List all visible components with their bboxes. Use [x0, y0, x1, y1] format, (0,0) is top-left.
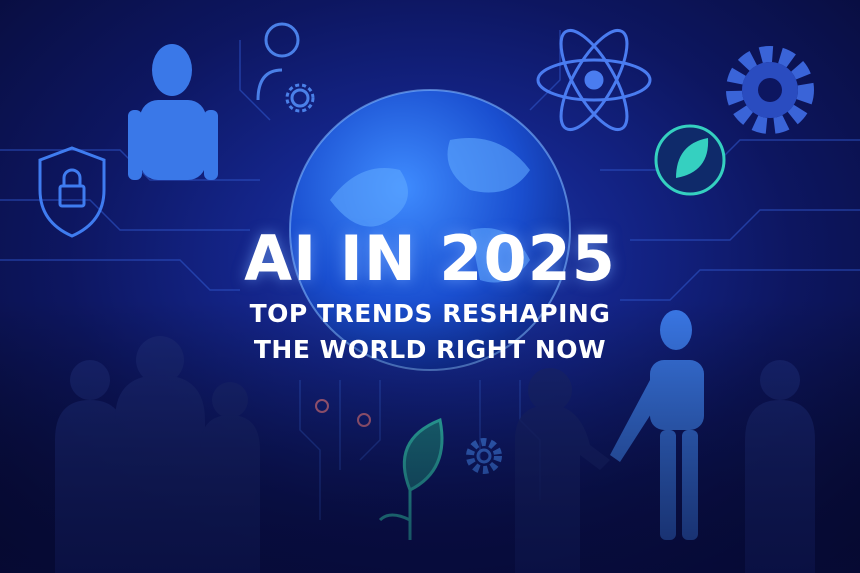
robot-icon: [128, 44, 218, 180]
person-gear-icon: [256, 22, 315, 113]
shield-lock-icon: [38, 146, 106, 238]
leaf-icon: [654, 124, 726, 196]
subheadline-line-2: THE WORLD RIGHT NOW: [253, 335, 607, 364]
atom-icon: [536, 28, 652, 132]
gear-icon: [726, 46, 814, 134]
subheadline-line-1: TOP TRENDS RESHAPING: [249, 299, 611, 328]
subheadline: TOP TRENDS RESHAPING THE WORLD RIGHT NOW: [0, 296, 860, 368]
headline: AI IN 2025: [244, 222, 616, 295]
